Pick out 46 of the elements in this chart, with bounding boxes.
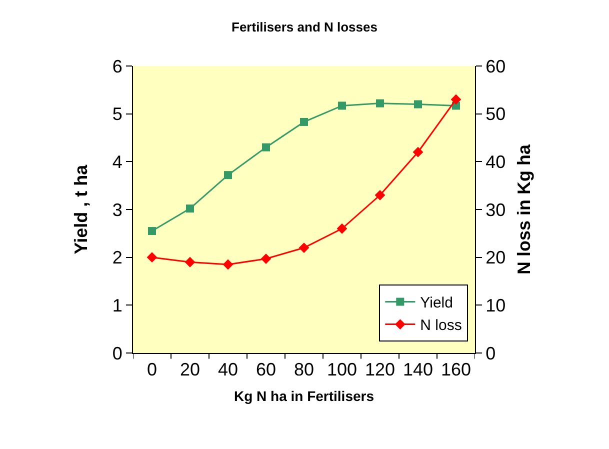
point — [338, 102, 346, 110]
x-tick-label: 120 — [364, 360, 396, 380]
y-tick-label: 6 — [112, 56, 122, 76]
x-tick-label: 40 — [218, 360, 238, 380]
point — [260, 254, 272, 264]
y-tick-label: 3 — [112, 200, 122, 220]
y2-tick-label: 60 — [486, 56, 506, 76]
chart-title: Fertilisers and N losses — [232, 19, 378, 34]
y-axis-title: Yield , t ha — [71, 164, 91, 254]
y-tick-label: 1 — [112, 295, 122, 316]
x-tick-label: 80 — [294, 360, 314, 380]
point — [414, 100, 422, 108]
y-tick-label: 4 — [112, 152, 122, 172]
point — [222, 259, 234, 270]
point — [300, 118, 308, 126]
x-tick-label: 20 — [180, 360, 200, 380]
point — [224, 171, 232, 180]
x-tick-label: 0 — [146, 360, 158, 380]
point — [412, 146, 424, 158]
y2-tick-label: 10 — [486, 295, 506, 316]
y2-tick-label: 50 — [486, 104, 506, 124]
point — [374, 190, 386, 200]
point — [376, 99, 384, 108]
y-tick-label: 0 — [112, 343, 122, 364]
x-tick-label: 160 — [440, 360, 472, 380]
point — [298, 242, 310, 253]
y2-axis-title: N loss in Kg ha — [514, 144, 534, 275]
point — [336, 223, 348, 234]
y-tick-label: 5 — [112, 104, 122, 124]
y2-tick-label: 30 — [486, 200, 506, 220]
x-axis-title: Kg N ha in Fertilisers — [234, 388, 374, 404]
legend-label: N loss — [420, 317, 462, 334]
x-tick-label: 100 — [326, 360, 358, 380]
y2-tick-label: 0 — [486, 343, 496, 364]
y2-tick-label: 40 — [486, 152, 506, 172]
point — [146, 252, 158, 263]
x-tick-label: 140 — [402, 360, 434, 380]
legend-label: Yield — [420, 294, 453, 312]
point — [262, 143, 270, 152]
x-tick-label: 60 — [256, 360, 276, 380]
point — [186, 204, 194, 213]
point — [184, 256, 196, 268]
point — [148, 227, 156, 236]
point — [450, 94, 462, 105]
y2-tick-label: 20 — [486, 248, 506, 268]
y-tick-label: 2 — [112, 248, 122, 268]
